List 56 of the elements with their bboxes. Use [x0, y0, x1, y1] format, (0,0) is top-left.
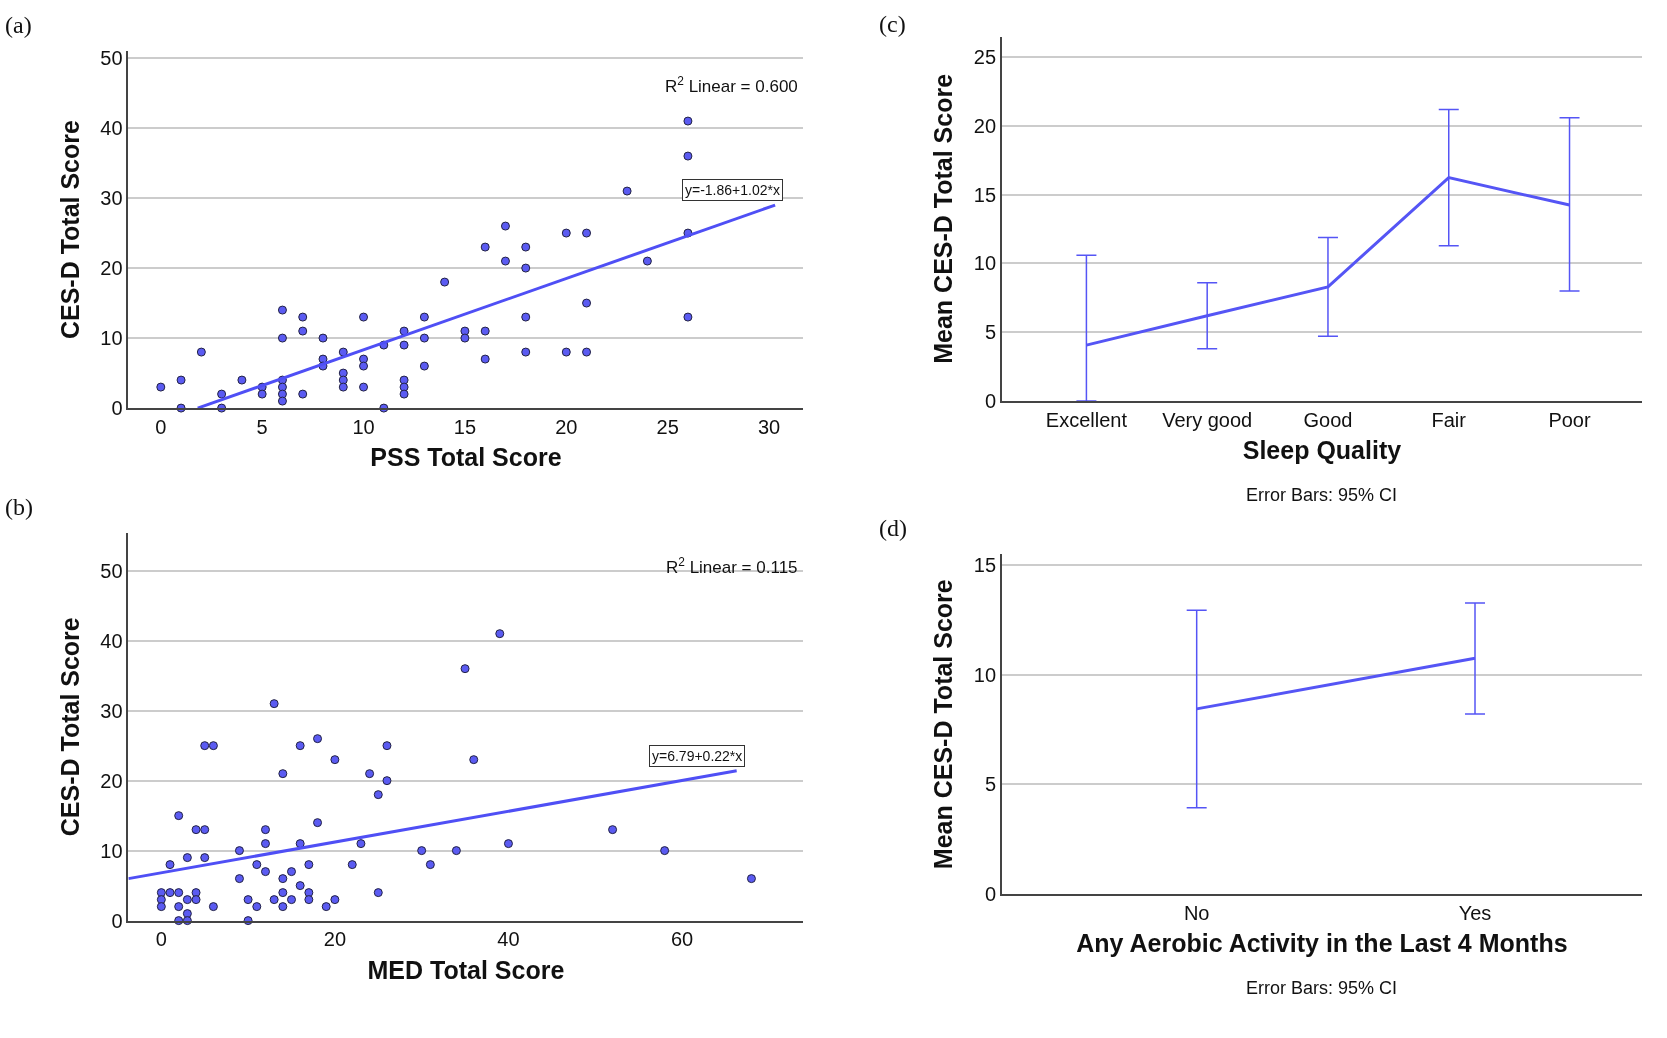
x-tick-label: Good [1303, 408, 1353, 431]
x-tick-label: 5 [256, 415, 268, 438]
y-tick-label: 30 [100, 187, 123, 210]
x-tick-label: No [1183, 901, 1210, 924]
y-tick-label: 10 [100, 839, 123, 862]
annotation: R$^{2}$ Linear = 0.600 [665, 74, 798, 97]
y-tick-label: 40 [100, 629, 123, 652]
y-tick-label: 50 [100, 47, 123, 70]
x-tick-label: Excellent [1045, 408, 1128, 431]
y-tick-label: 10 [973, 663, 997, 686]
y-tick-label: 5 [984, 773, 997, 796]
y-tick-label: 30 [100, 699, 123, 722]
x-tick-label: Very good [1162, 408, 1253, 431]
chart-title: (d) [879, 515, 907, 541]
y-tick-label: 0 [984, 883, 997, 906]
x-axis-title: PSS Total Score [370, 443, 562, 472]
y-tick-label: 40 [100, 117, 123, 140]
y-tick-label: 15 [973, 554, 997, 577]
x-tick-label: Poor [1548, 408, 1591, 431]
y-axis-title: Mean CES-D Total Score [929, 579, 958, 870]
annotation: y=-1.86+1.02*x [685, 182, 780, 198]
x-tick-label: 0 [155, 928, 167, 951]
y-axis-title: CES-D Total Score [55, 617, 84, 837]
x-tick-label: 0 [155, 415, 167, 438]
y-tick-label: 20 [973, 115, 997, 138]
x-tick-label: 40 [497, 928, 520, 951]
x-tick-label: 15 [453, 415, 477, 438]
annotation: R$^{2}$ Linear = 0.115 [666, 555, 798, 578]
x-tick-label: Fair [1431, 408, 1467, 431]
y-tick-label: 20 [100, 257, 123, 280]
annotation: y=6.79+0.22*x [652, 748, 743, 764]
chart-title: (a) [5, 12, 32, 38]
x-axis-title: Any Aerobic Activity in the Last 4 Months [1076, 929, 1568, 958]
y-tick-label: 25 [973, 46, 997, 69]
x-tick-label: 10 [352, 415, 375, 438]
chart-title: (c) [879, 11, 906, 37]
text: Error Bars: 95% CI [1246, 485, 1398, 505]
x-tick-label: 20 [323, 928, 347, 951]
chart-title: (b) [5, 494, 33, 520]
x-tick-label: 20 [555, 415, 578, 438]
x-tick-label: 60 [670, 928, 694, 951]
x-axis-title: Sleep Quality [1242, 436, 1402, 465]
y-tick-label: 50 [100, 559, 123, 582]
y-tick-label: 15 [973, 183, 997, 206]
y-axis-title: CES-D Total Score [55, 119, 84, 340]
x-tick-label: 25 [656, 415, 679, 438]
x-axis-title: MED Total Score [367, 955, 565, 984]
x-tick-label: 30 [757, 415, 781, 438]
x-tick-label: Yes [1458, 901, 1492, 924]
y-tick-label: 5 [984, 321, 997, 344]
y-tick-label: 10 [973, 252, 997, 275]
y-tick-label: 10 [100, 327, 123, 350]
y-tick-label: 20 [100, 769, 123, 792]
y-axis-title: Mean CES-D Total Score [929, 73, 958, 364]
text: Error Bars: 95% CI [1246, 978, 1398, 998]
y-tick-label: 0 [984, 389, 997, 412]
